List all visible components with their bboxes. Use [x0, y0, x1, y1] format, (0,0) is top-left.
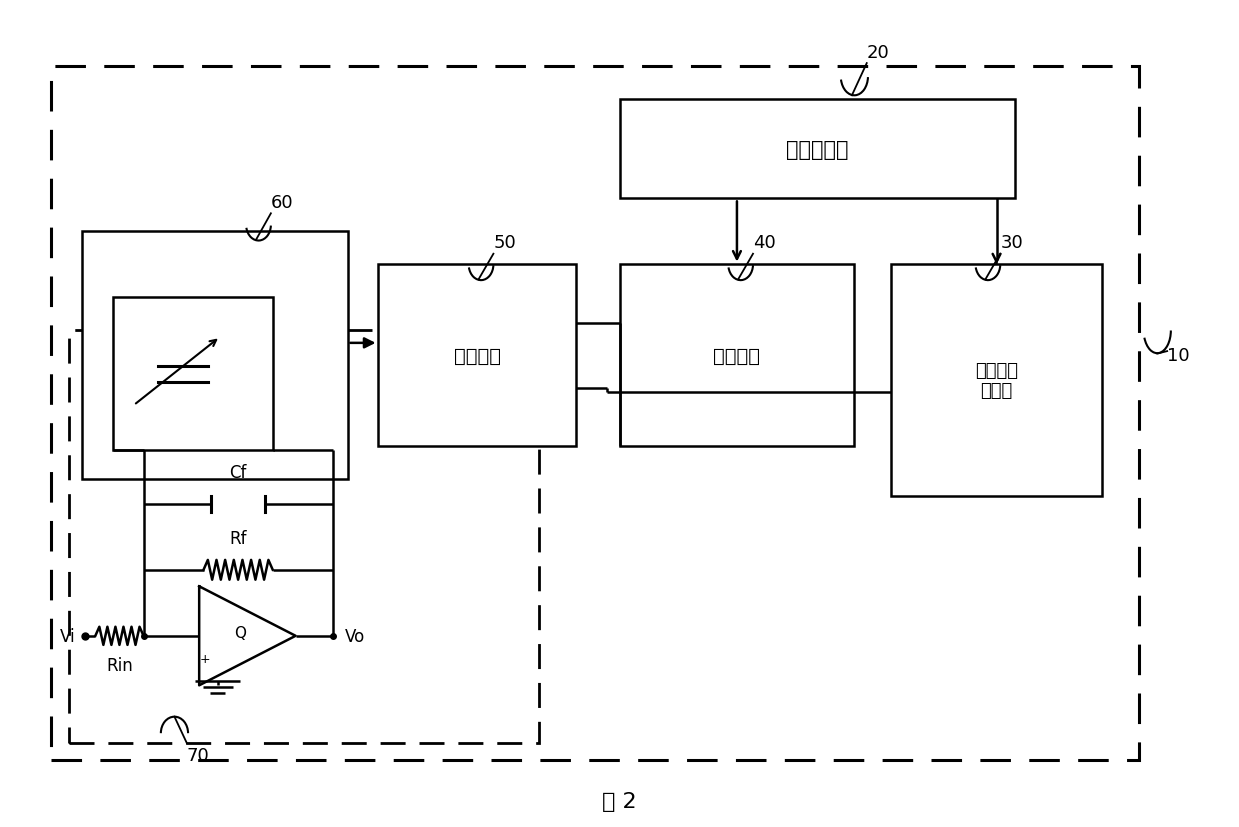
Text: Vi: Vi	[59, 627, 76, 645]
Bar	[892, 265, 1101, 496]
Text: Rin: Rin	[107, 657, 133, 675]
Bar	[113, 298, 274, 451]
Text: Rf: Rf	[229, 529, 247, 547]
Bar	[378, 265, 576, 447]
Text: 20: 20	[867, 45, 890, 62]
Text: 40: 40	[753, 234, 776, 252]
Text: 分压电路: 分压电路	[714, 347, 761, 366]
Text: 电流产生器: 电流产生器	[786, 140, 849, 160]
Text: +: +	[199, 653, 211, 666]
Text: 50: 50	[493, 234, 517, 252]
Bar	[82, 232, 347, 480]
Text: 图 2: 图 2	[602, 791, 637, 811]
Text: Q: Q	[234, 625, 245, 640]
Text: Cf: Cf	[229, 463, 247, 481]
Bar	[620, 265, 855, 447]
Text: 参考电压
产生器: 参考电压 产生器	[975, 361, 1018, 400]
Text: 30: 30	[1000, 234, 1023, 252]
Text: 比较电路: 比较电路	[453, 347, 501, 366]
Text: 70: 70	[187, 747, 209, 764]
Text: 10: 10	[1167, 347, 1189, 365]
Text: 60: 60	[271, 194, 294, 212]
Bar	[620, 100, 1015, 199]
Text: Vo: Vo	[344, 627, 366, 645]
